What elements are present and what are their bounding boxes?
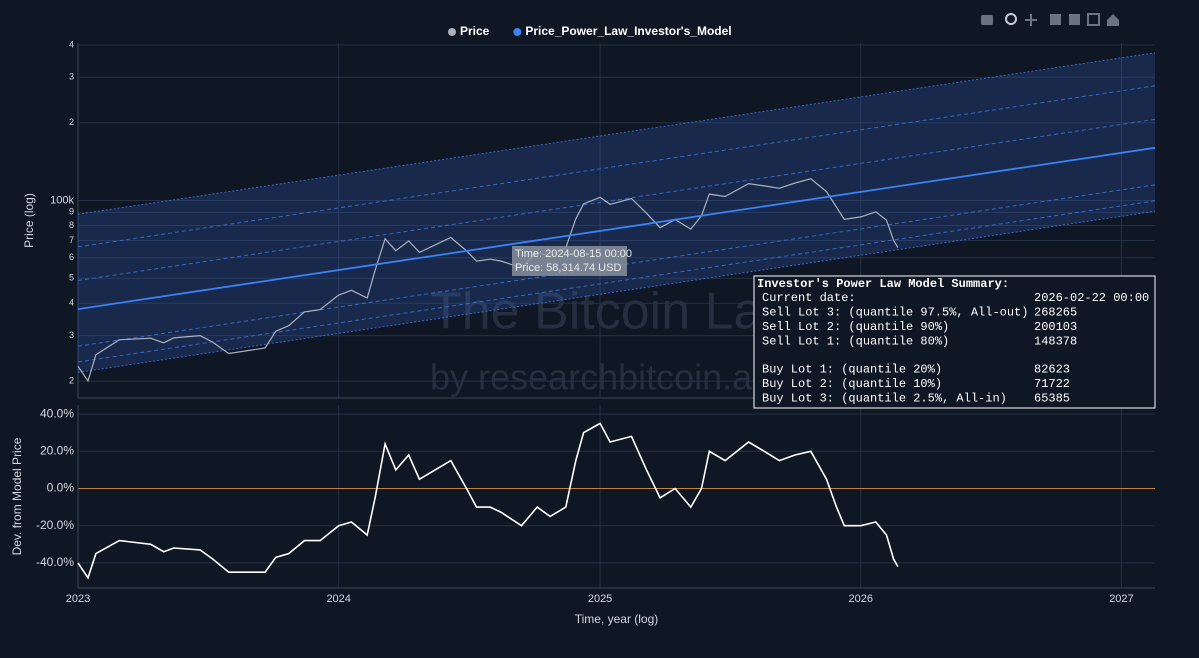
toolbar[interactable]: [981, 13, 1119, 26]
y-axis-title: Dev. from Model Price: [10, 437, 24, 555]
summary-title: Investor's Power Law Model Summary:: [757, 277, 1009, 291]
summary-value: 148378: [1034, 334, 1077, 348]
y-tick-label: 4: [69, 39, 74, 49]
y-tick-label: 0.0%: [47, 481, 75, 495]
legend-label: Price_Power_Law_Investor's_Model: [525, 24, 731, 38]
legend-marker: [513, 28, 522, 36]
series-line: [77, 178, 899, 383]
y-tick-label: 2: [69, 375, 74, 385]
summary-label: Buy Lot 1: (quantile 20%): [762, 363, 942, 377]
x-tick-label: 2024: [326, 593, 350, 605]
y-tick-label: 6: [69, 252, 74, 262]
pan-icon[interactable]: [1025, 14, 1037, 26]
summary-value: 268265: [1034, 306, 1077, 320]
x-axis-title: Time, year (log): [575, 612, 659, 626]
y-tick-label: 100k: [50, 194, 74, 206]
zoom-out-icon[interactable]: [1069, 14, 1080, 25]
tooltip-box: [512, 246, 627, 276]
y-tick-label: 40.0%: [40, 406, 74, 420]
tooltip-price: Price: 58,314.74 USD: [515, 262, 621, 274]
zoom-in-icon[interactable]: [1050, 14, 1061, 25]
summary-label: Current date:: [762, 291, 856, 305]
y-tick-label: 4: [69, 298, 74, 308]
summary-box: [753, 275, 1156, 409]
camera-icon[interactable]: [981, 15, 993, 25]
summary-value: 2026-02-22 00:00: [1034, 291, 1149, 305]
deviation-line: [77, 422, 899, 580]
y-tick-label: 7: [69, 235, 74, 245]
y-tick-label: 3: [69, 330, 74, 340]
quantile-line: [77, 210, 1156, 373]
watermark: The Bitcoin La: [430, 283, 762, 341]
summary-value: 200103: [1034, 320, 1077, 334]
quantile-line: [77, 52, 1156, 215]
x-tick-label: 2023: [66, 593, 90, 605]
y-tick-label: 3: [69, 72, 74, 82]
summary-value: 82623: [1034, 363, 1070, 377]
y-tick-label: 2: [69, 117, 74, 127]
x-tick-label: 2025: [588, 593, 612, 605]
y-tick-label: 20.0%: [40, 443, 74, 457]
band-fill: [78, 52, 1155, 373]
summary-label: Sell Lot 1: (quantile 80%): [762, 334, 949, 348]
y-tick-label: 8: [69, 220, 74, 230]
y-tick-label: 5: [69, 273, 74, 283]
summary-label: Sell Lot 3: (quantile 97.5%, All-out): [762, 306, 1028, 320]
y-tick-label: 9: [69, 207, 74, 217]
series-line: [77, 146, 1156, 310]
summary-label: Buy Lot 3: (quantile 2.5%, All-in): [762, 391, 1007, 405]
summary-value: 65385: [1034, 391, 1070, 405]
y-tick-label: -20.0%: [36, 518, 74, 532]
watermark: by researchbitcoin.a: [430, 357, 753, 398]
x-tick-label: 2027: [1109, 593, 1133, 605]
summary-value: 71722: [1034, 377, 1070, 391]
legend-label: Price: [460, 24, 490, 38]
zoom-icon[interactable]: [1005, 13, 1017, 25]
x-tick-label: 2026: [849, 593, 873, 605]
autoscale-icon[interactable]: [1087, 13, 1100, 26]
reset-icon[interactable]: [1107, 14, 1119, 26]
y-tick-label: -40.0%: [36, 555, 74, 569]
summary-label: Buy Lot 2: (quantile 10%): [762, 377, 942, 391]
summary-label: Sell Lot 2: (quantile 90%): [762, 320, 949, 334]
tooltip-time: Time: 2024-08-15 00:00: [515, 248, 632, 260]
legend-marker: [448, 28, 456, 36]
y-axis-title: Price (log): [22, 193, 36, 248]
